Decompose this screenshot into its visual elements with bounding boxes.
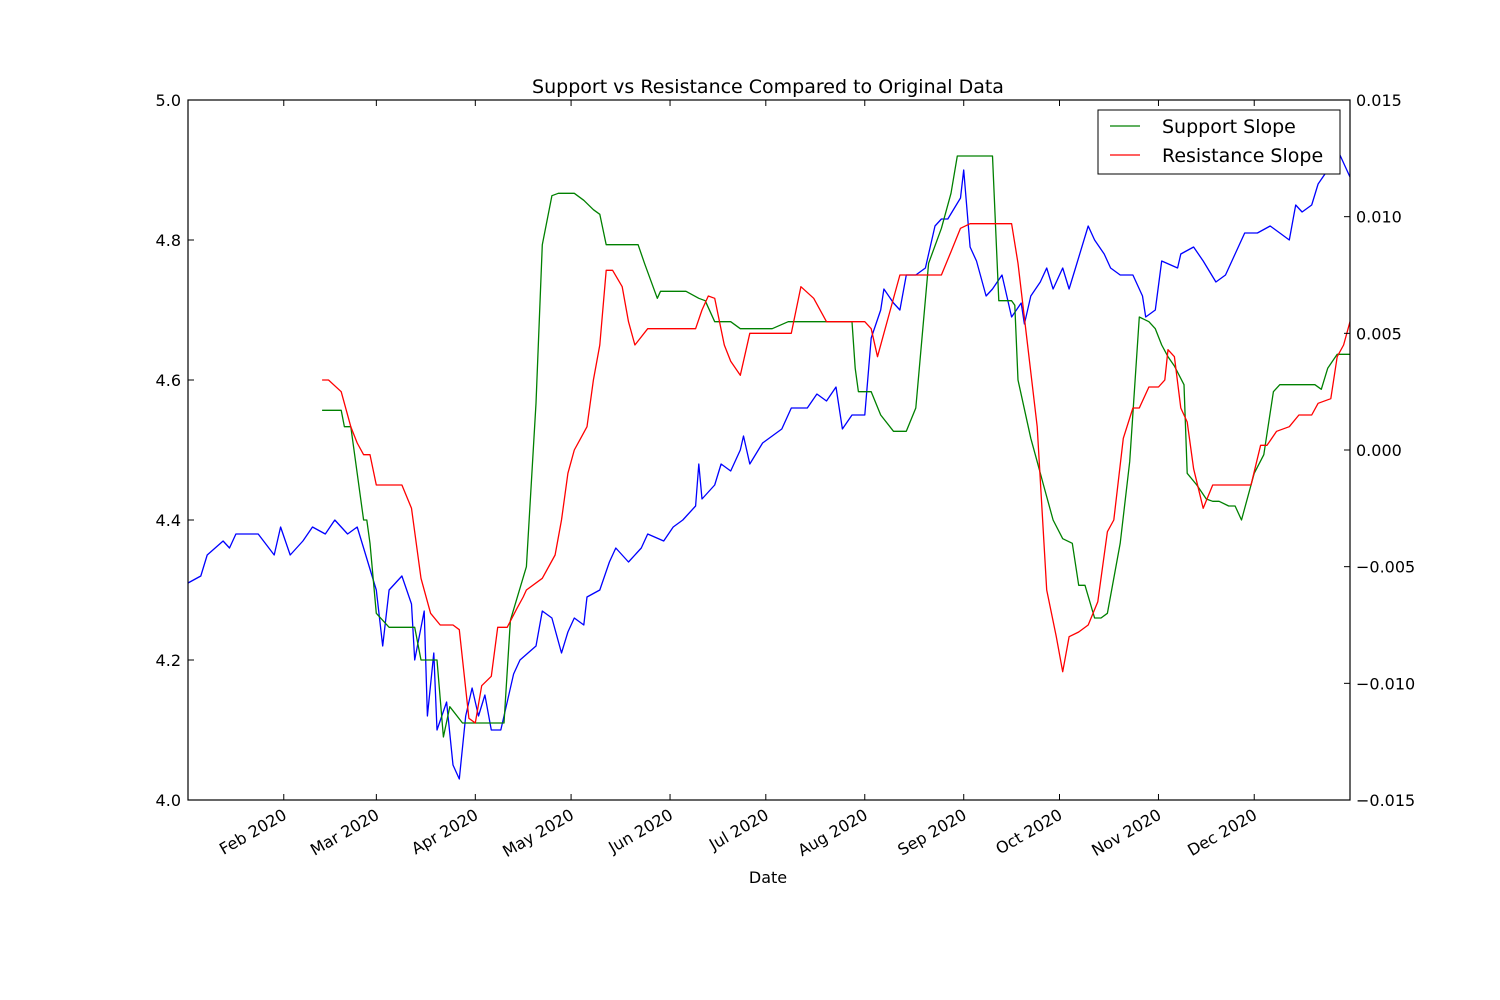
resistance-slope-line (322, 223, 1351, 724)
right-y-tick-label: −0.015 (1356, 791, 1415, 810)
right-y-tick-label: 0.005 (1356, 324, 1402, 343)
legend: Support Slope Resistance Slope (1097, 109, 1341, 175)
left-y-tick-label: 4.0 (156, 791, 181, 810)
right-y-tick-label: 0.000 (1356, 441, 1402, 460)
x-tick-label: Apr 2020 (408, 805, 481, 858)
price-line (187, 148, 1351, 780)
left-y-tick-label: 4.4 (156, 511, 181, 530)
axes: Feb 2020 Mar 2020 Apr 2020 May 2020 Jun 2020… (156, 91, 1416, 861)
x-tick-label: Sep 2020 (894, 805, 969, 859)
legend-box (1097, 109, 1341, 175)
support-slope-line (322, 155, 1350, 738)
x-tick-label: Oct 2020 (992, 805, 1065, 858)
left-y-tick-label: 4.2 (156, 651, 181, 670)
right-y-tick-label: −0.005 (1356, 558, 1415, 577)
plot-frame (187, 99, 1351, 801)
left-y-tick-label: 5.0 (156, 91, 181, 110)
x-tick-label: Jun 2020 (604, 805, 676, 857)
x-axis-label: Date (749, 868, 787, 887)
x-tick-label: Mar 2020 (307, 805, 382, 859)
x-tick-label: Dec 2020 (1184, 805, 1260, 860)
right-y-tick-label: 0.010 (1356, 208, 1402, 227)
left-y-tick-label: 4.8 (156, 231, 181, 250)
chart-title: Support vs Resistance Compared to Origin… (532, 76, 1004, 98)
x-tick-label: Aug 2020 (795, 805, 871, 860)
x-tick-label: Jul 2020 (705, 805, 772, 855)
legend-label-resistance: Resistance Slope (1162, 145, 1323, 167)
x-tick-label: Feb 2020 (216, 805, 290, 859)
left-y-tick-label: 4.6 (156, 371, 181, 390)
legend-label-support: Support Slope (1162, 116, 1296, 138)
x-tick-label: Nov 2020 (1088, 805, 1164, 860)
right-y-tick-label: 0.015 (1356, 91, 1402, 110)
plot-area (187, 148, 1351, 780)
x-tick-label: May 2020 (499, 805, 577, 861)
right-y-tick-label: −0.010 (1356, 674, 1415, 693)
